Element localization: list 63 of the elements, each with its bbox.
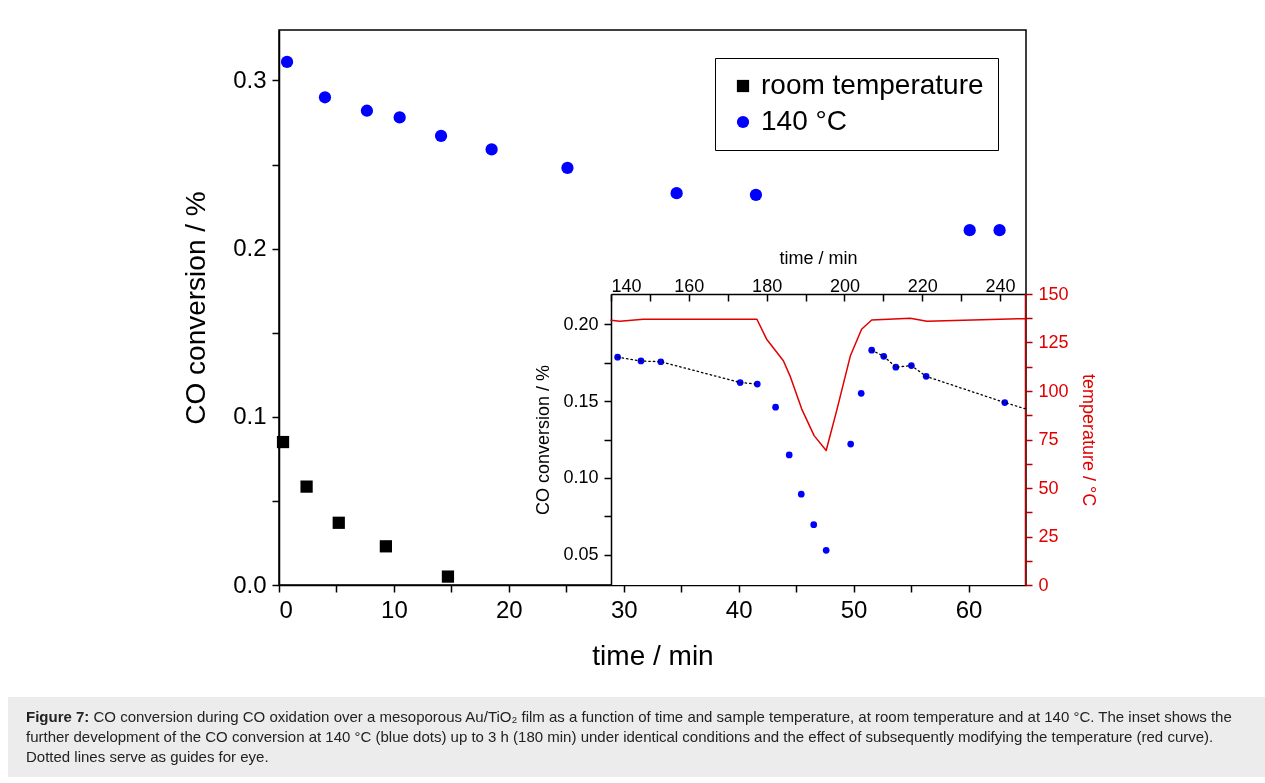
y2-tick-label: 0: [1038, 574, 1049, 595]
y-tick-label: 0.15: [563, 390, 599, 411]
legend-label: 140 °C: [761, 105, 847, 136]
point: [561, 161, 574, 175]
x-tick-label: 140: [611, 275, 642, 296]
point: [276, 435, 290, 449]
point: [379, 540, 392, 553]
y-tick-label: 0.05: [563, 544, 599, 565]
x-tick-label: 200: [829, 275, 860, 296]
point: [300, 480, 313, 493]
point: [441, 570, 455, 583]
point: [332, 516, 345, 529]
y2-tick-label: 125: [1038, 332, 1069, 352]
point: [868, 346, 876, 354]
x-tick-label: 180: [752, 275, 783, 296]
point: [797, 490, 805, 498]
point: [670, 187, 683, 200]
point: [485, 143, 498, 156]
x-tick-label: 50: [840, 595, 868, 623]
x-tick-label: 20: [495, 595, 523, 623]
y-tick-label: 0.2: [233, 234, 267, 262]
x-tick-label: 160: [674, 275, 705, 296]
point: [753, 380, 761, 388]
x-tick-label: 30: [610, 595, 638, 623]
line-series: [610, 317, 1026, 452]
x-axis-title: time / min: [779, 247, 858, 268]
point: [880, 353, 888, 360]
x-tick-label: 60: [955, 595, 983, 623]
point: [318, 91, 332, 104]
x-tick-label: 220: [907, 275, 938, 296]
y-axis-title: CO conversion / %: [180, 191, 212, 425]
y2-tick-label: 100: [1038, 380, 1069, 401]
y2-tick-label: 150: [1038, 283, 1069, 304]
point: [847, 440, 855, 448]
point: [749, 188, 763, 201]
point: [785, 451, 793, 459]
y-tick-label: 0.3: [233, 65, 267, 93]
y2-tick-label: 75: [1038, 429, 1059, 449]
x-tick-label: 40: [725, 595, 753, 623]
y2-tick-label: 50: [1038, 477, 1059, 498]
point: [434, 129, 448, 143]
point: [857, 389, 865, 397]
y-tick-label: 0.1: [233, 402, 267, 430]
legend-label: room temperature: [761, 69, 984, 100]
point: [810, 521, 818, 528]
y2-tick-label: 25: [1038, 526, 1059, 546]
x-axis-title: time / min: [592, 639, 714, 671]
y-tick-label: 0.0: [233, 570, 267, 598]
y-tick-label: 0.10: [563, 467, 599, 488]
point: [393, 111, 406, 124]
point: [993, 224, 1006, 237]
point: [772, 403, 779, 411]
x-tick-label: 240: [985, 275, 1016, 296]
x-tick-label: 10: [381, 595, 408, 623]
y-tick-label: 0.20: [563, 313, 599, 334]
point: [360, 104, 374, 117]
caption: Figure 7: CO conversion during CO oxidation over a mesoporous Au/TiO₂ film as a function of time and sample temperature, at room temperature and at 140 °C. The inset shows the further development of the CO conversion at 140 °C (blue dots) up to 3 h (180 min) under identical conditions and the effect of subsequently modifying the temperature (red curve). Dotted lines serve as guides for eye.: [8, 697, 1265, 777]
point: [963, 224, 976, 237]
y-axis-title: CO conversion / %: [533, 364, 554, 516]
point: [822, 547, 830, 554]
y2-axis-title: temperature / °C: [1078, 373, 1099, 507]
point: [280, 55, 294, 69]
x-tick-label: 0: [279, 595, 293, 623]
